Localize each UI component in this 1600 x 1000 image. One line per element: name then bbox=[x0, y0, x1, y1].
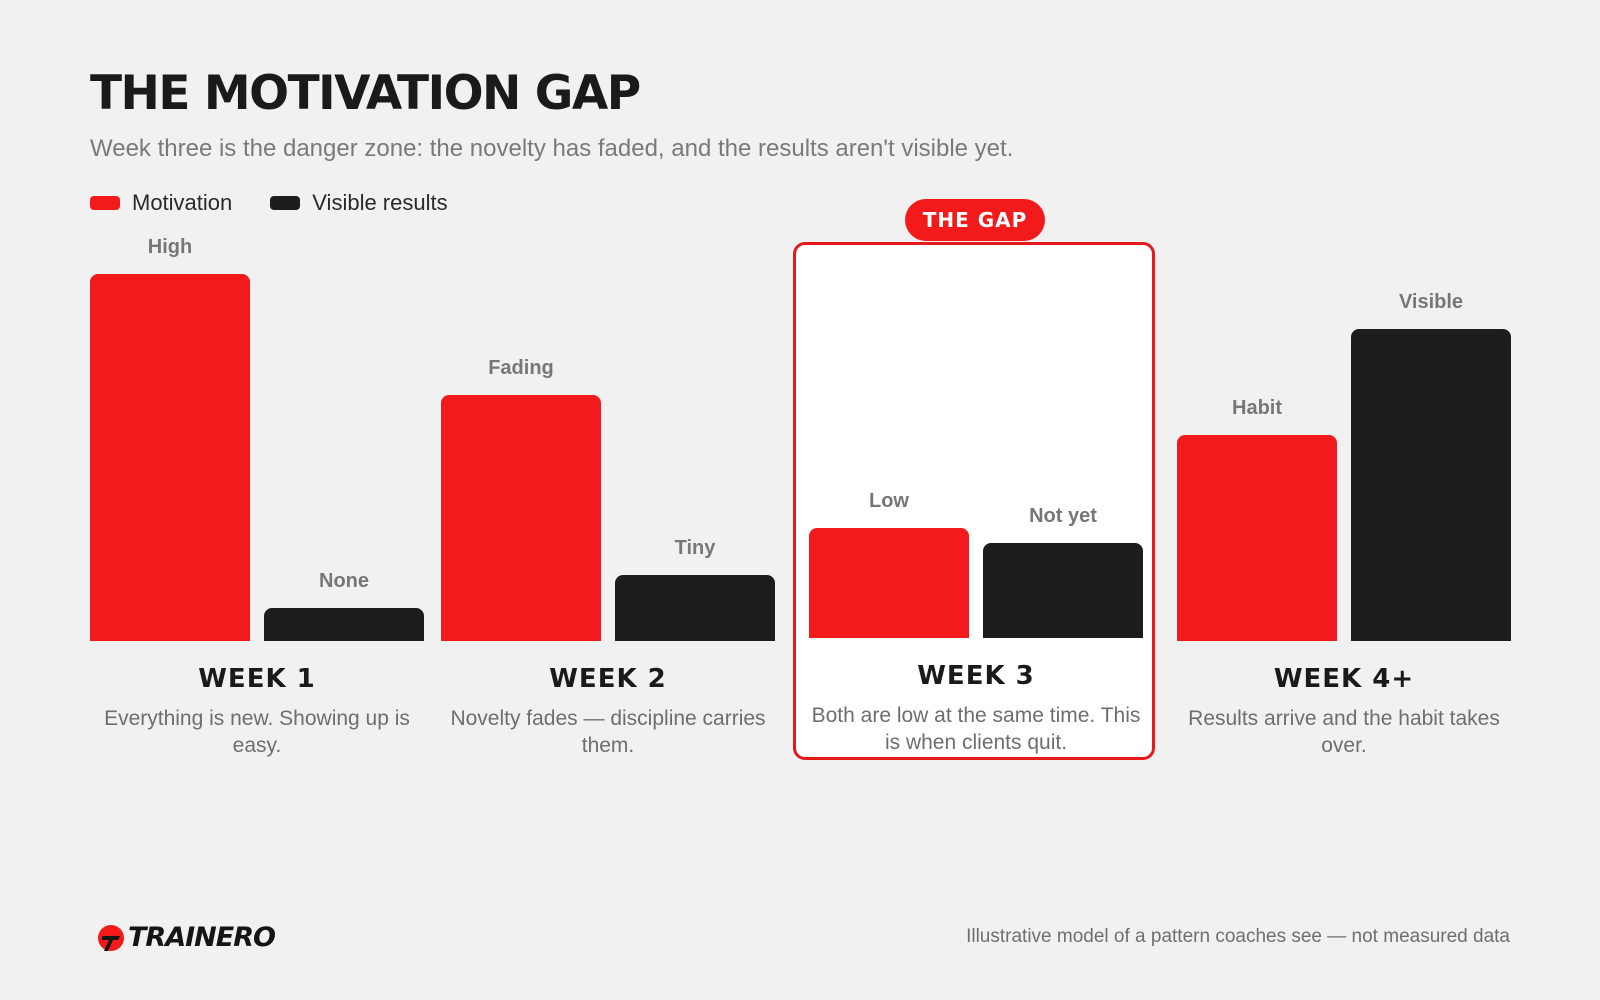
legend: Motivation Visible results bbox=[90, 190, 486, 216]
legend-label-motivation: Motivation bbox=[132, 190, 233, 215]
bar-label-visible-results-week-4: Visible bbox=[1398, 291, 1464, 313]
week-desc-week-2: Novelty fades — discipline carries them. bbox=[450, 707, 766, 757]
week-title-week-4: WEEK 4+ bbox=[1273, 664, 1415, 694]
brand-name: TRAINERO bbox=[128, 922, 276, 953]
bar-visible-results-week-1 bbox=[264, 608, 424, 641]
chart-subtitle: Week three is the danger zone: the novel… bbox=[90, 135, 1014, 162]
bar-label-motivation-week-4: Habit bbox=[1232, 397, 1282, 419]
legend-swatch-visible-results bbox=[270, 196, 301, 210]
week-desc-week-3: Both are low at the same time. This is w… bbox=[811, 704, 1141, 754]
legend-item-visible-results: Visible results bbox=[270, 190, 448, 216]
bar-visible-results-week-4 bbox=[1351, 329, 1511, 641]
bar-label-visible-results-week-2: Tiny bbox=[674, 537, 716, 559]
bar-motivation-week-4 bbox=[1177, 435, 1337, 641]
gap-highlight-panel bbox=[793, 242, 1155, 760]
week-desc-week-1: Everything is new. Showing up is easy. bbox=[104, 707, 410, 757]
brand: TRAINERO bbox=[96, 922, 276, 953]
gap-badge: THE GAP bbox=[905, 199, 1045, 241]
week-title-week-3: WEEK 3 bbox=[917, 661, 1035, 691]
bar-label-visible-results-week-3: Not yet bbox=[1029, 505, 1097, 527]
bar-visible-results-week-3 bbox=[983, 543, 1143, 638]
week-title-week-2: WEEK 2 bbox=[549, 664, 667, 694]
legend-item-motivation: Motivation bbox=[90, 190, 232, 216]
legend-label-visible-results: Visible results bbox=[312, 190, 448, 215]
bar-label-motivation-week-1: High bbox=[147, 236, 193, 258]
bar-motivation-week-1 bbox=[90, 274, 250, 641]
bar-label-visible-results-week-1: None bbox=[319, 570, 369, 592]
footnote: Illustrative model of a pattern coaches … bbox=[966, 926, 1510, 947]
chart-title: THE MOTIVATION GAP bbox=[90, 66, 641, 121]
bar-label-motivation-week-3: Low bbox=[869, 490, 909, 512]
bar-motivation-week-2 bbox=[441, 395, 601, 641]
bar-visible-results-week-2 bbox=[615, 575, 775, 641]
bar-motivation-week-3 bbox=[809, 528, 969, 638]
bar-label-motivation-week-2: Fading bbox=[488, 357, 554, 379]
legend-swatch-motivation bbox=[90, 196, 120, 210]
week-title-week-1: WEEK 1 bbox=[198, 664, 316, 694]
trainero-logo-icon bbox=[98, 924, 124, 951]
week-desc-week-4: Results arrive and the habit takes over. bbox=[1188, 707, 1500, 757]
